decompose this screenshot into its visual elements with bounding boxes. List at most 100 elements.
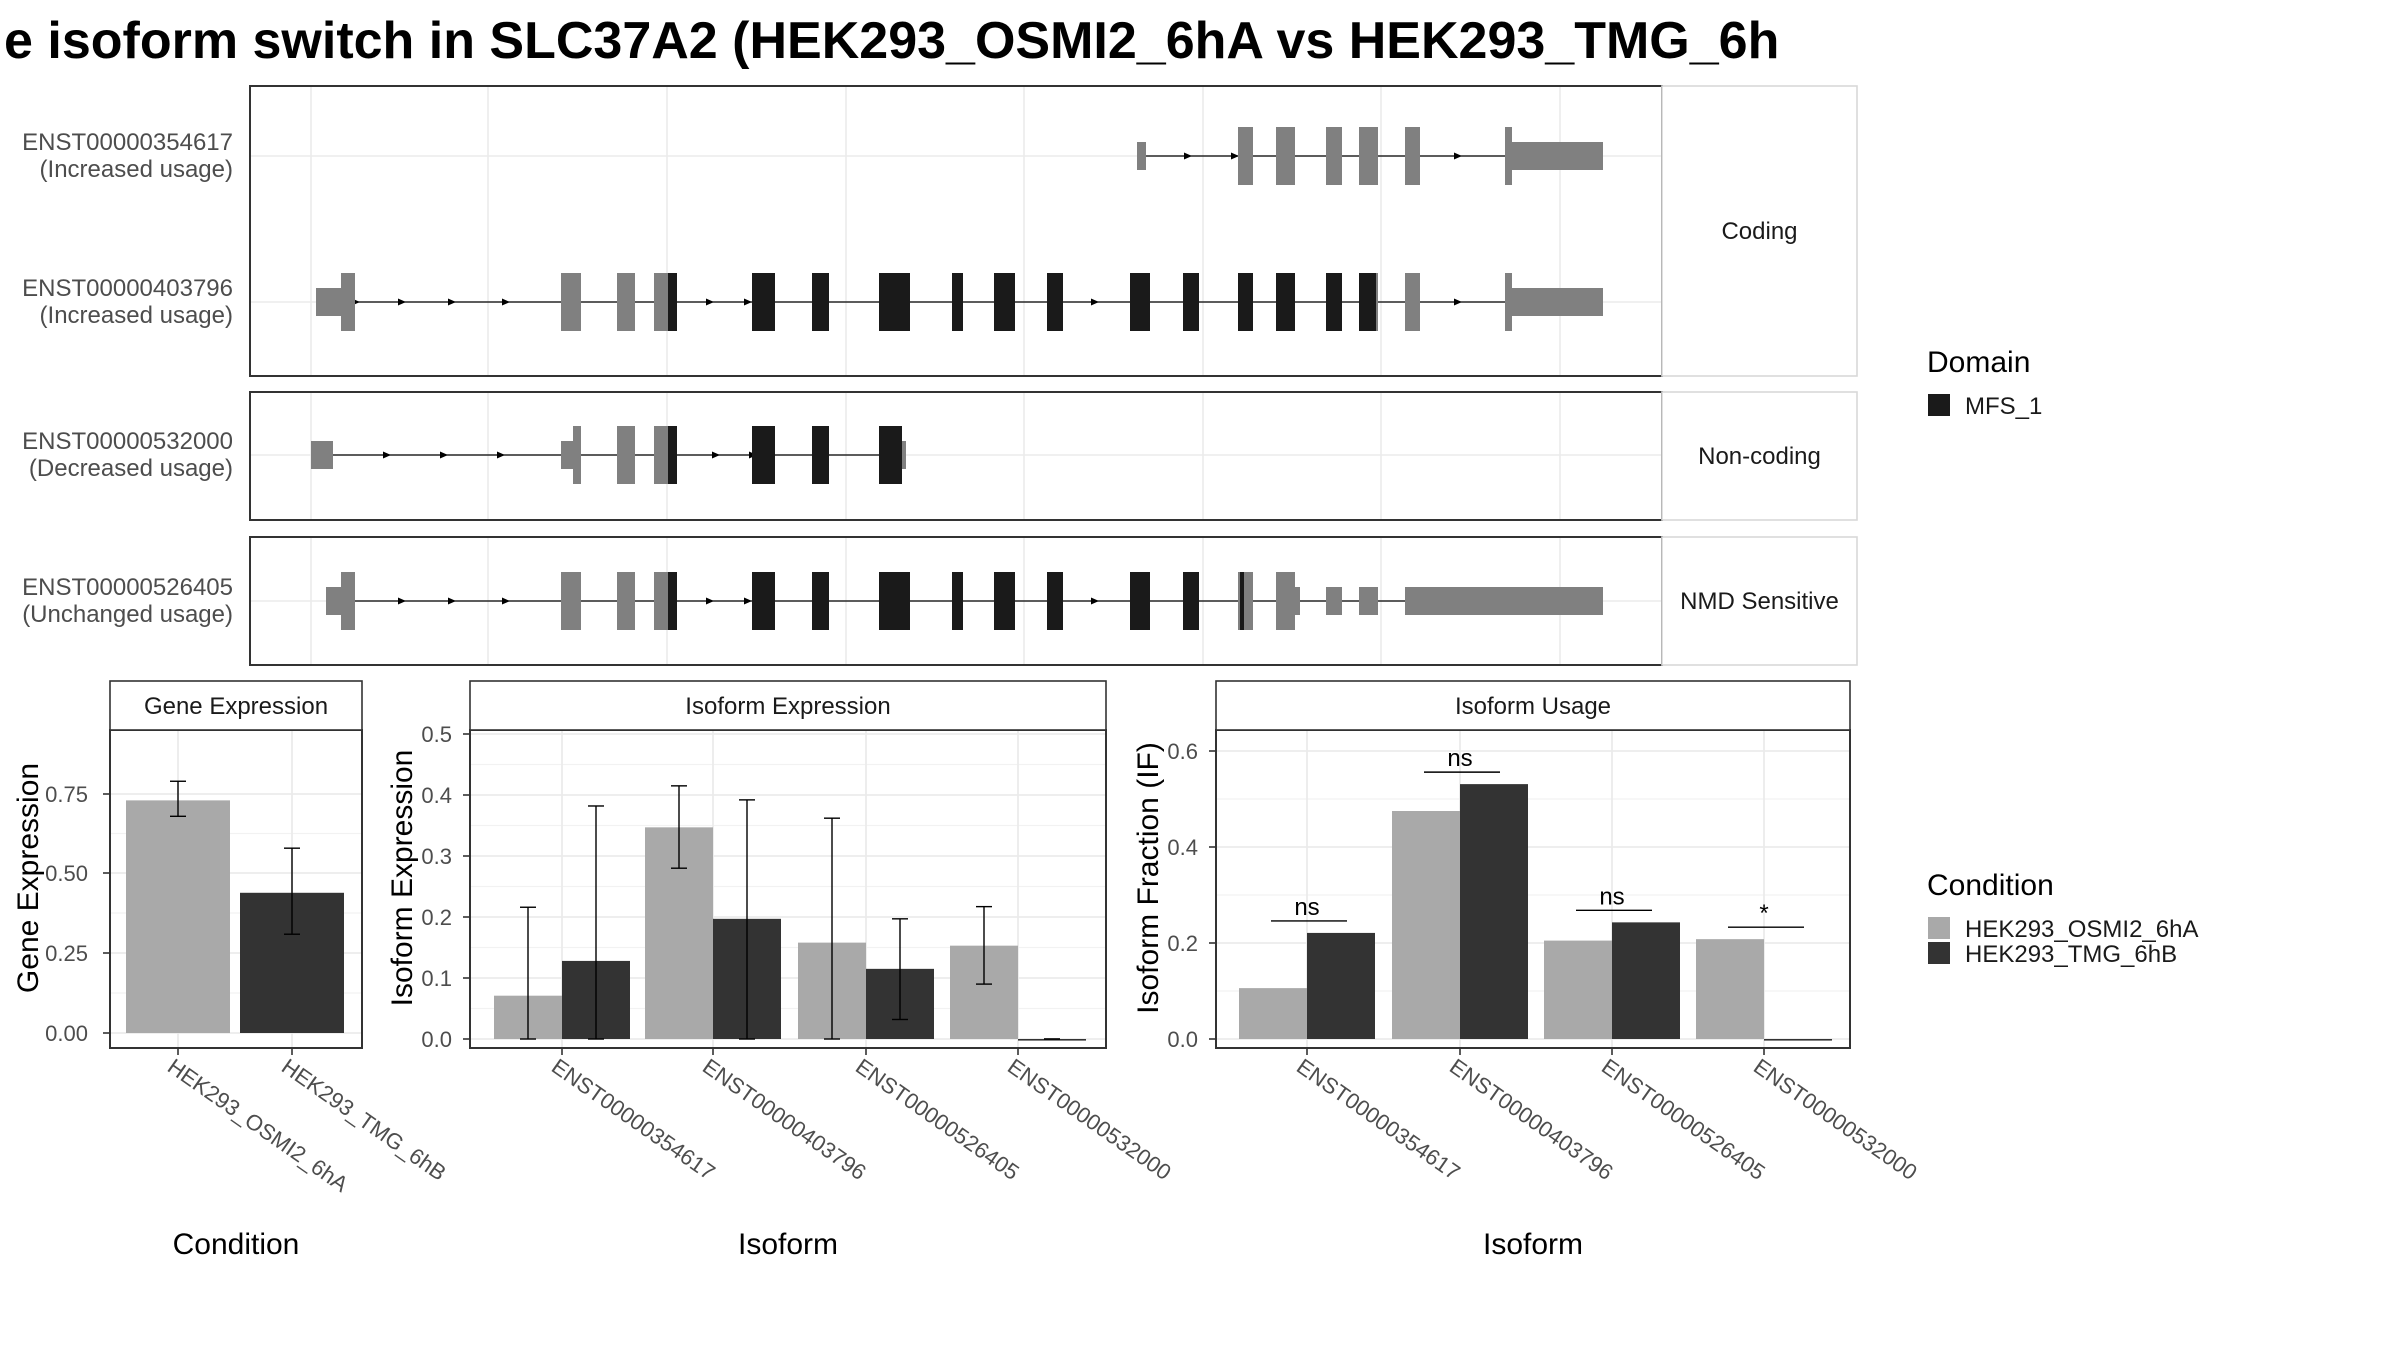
utr-exon xyxy=(1512,142,1603,170)
intron-arrow xyxy=(398,597,406,605)
intron-arrow xyxy=(744,597,752,605)
y-axis-title: Isoform Fraction (IF) xyxy=(1132,742,1165,1014)
strip-background xyxy=(1215,680,1851,731)
utr-exon xyxy=(316,288,341,316)
coding-exon xyxy=(341,273,355,331)
x-axis-title: Isoform xyxy=(738,1228,838,1261)
transcript-usage-label: (Decreased usage) xyxy=(29,455,233,482)
domain-mfs1 xyxy=(1130,273,1150,331)
coding-exon xyxy=(617,572,635,630)
utr-exon xyxy=(1326,587,1342,615)
intron-arrow xyxy=(502,597,510,605)
x-tick-label: ENST00000532000 xyxy=(1749,1054,1922,1185)
transcript-usage-label: (Unchanged usage) xyxy=(22,601,233,628)
bar xyxy=(1018,1039,1086,1041)
x-tick-label: ENST00000532000 xyxy=(1003,1054,1176,1185)
intron-arrow xyxy=(497,451,505,459)
chart-title: Isoform Expression xyxy=(685,693,890,720)
y-tick-label: 0.6 xyxy=(1167,739,1198,764)
transcript-id-label: ENST00000403796 xyxy=(22,275,233,302)
domain-mfs1 xyxy=(1183,572,1199,630)
bar xyxy=(1696,939,1764,1039)
coding-exon xyxy=(1326,127,1342,185)
panel-strip-label: NMD Sensitive xyxy=(1680,588,1839,615)
domain-mfs1 xyxy=(668,273,677,331)
utr-exon xyxy=(1359,587,1378,615)
figure-title: e isoform switch in SLC37A2 (HEK293_OSMI… xyxy=(4,12,1779,70)
utr-exon xyxy=(1512,288,1603,316)
significance-label: ns xyxy=(1599,883,1624,910)
coding-exon xyxy=(1359,127,1378,185)
domain-mfs1 xyxy=(812,273,829,331)
coding-exon xyxy=(1505,273,1512,331)
coding-exon xyxy=(1276,127,1295,185)
domain-legend-key xyxy=(1928,394,1950,416)
domain-legend-title: Domain xyxy=(1927,346,2030,379)
coding-exon xyxy=(573,426,581,484)
utr-exon xyxy=(311,441,333,469)
coding-exon xyxy=(561,572,581,630)
y-axis-title: Gene Expression xyxy=(12,763,45,993)
condition-legend-title: Condition xyxy=(1927,869,2054,902)
intron-arrow xyxy=(744,298,752,306)
bar xyxy=(126,800,230,1033)
domain-mfs1 xyxy=(1238,273,1253,331)
condition-legend-key xyxy=(1928,942,1950,964)
bar xyxy=(1392,811,1460,1039)
domain-mfs1 xyxy=(1359,273,1376,331)
bar-chart: Gene Expression 0.00 0.25 0.50 0.75 HEK293_OS… xyxy=(12,680,451,1261)
utr-exon xyxy=(1137,142,1146,170)
coding-exon xyxy=(1238,127,1253,185)
transcript-structure-plot: ENST00000354617(Increased usage)ENST0000… xyxy=(22,85,1858,666)
y-tick-label: 0.2 xyxy=(421,905,452,930)
domain-mfs1 xyxy=(812,572,829,630)
coding-exon xyxy=(1276,572,1295,630)
coding-exon xyxy=(1405,127,1420,185)
transcript-id-label: ENST00000526405 xyxy=(22,574,233,601)
y-tick-label: 0.1 xyxy=(421,966,452,991)
x-tick-label: ENST00000354617 xyxy=(1292,1054,1465,1185)
domain-mfs1 xyxy=(812,426,829,484)
y-tick-label: 0.5 xyxy=(421,722,452,747)
bar-chart: ns ns ns * Isoform Usage 0.0 0.2 0.4 0.6 ENST0000… xyxy=(1132,680,1922,1261)
panel-background xyxy=(250,392,1662,520)
domain-mfs1 xyxy=(1276,273,1295,331)
intron-arrow xyxy=(440,451,448,459)
strip-background xyxy=(469,680,1107,731)
domain-mfs1 xyxy=(668,572,677,630)
transcript-row: ENST00000526405(Unchanged usage) xyxy=(22,572,1603,630)
bar-chart: Isoform Expression0.00.10.20.30.40.5ENST… xyxy=(386,680,1176,1261)
coding-exon xyxy=(617,273,635,331)
transcript-row: ENST00000403796(Increased usage) xyxy=(22,273,1603,331)
chart-title: Isoform Usage xyxy=(1455,693,1611,720)
domain-mfs1 xyxy=(879,426,902,484)
intron-arrow xyxy=(398,298,406,306)
domain-mfs1 xyxy=(1047,273,1063,331)
intron-arrow xyxy=(706,298,714,306)
intron-arrow xyxy=(448,298,456,306)
transcript-id-label: ENST00000354617 xyxy=(22,129,233,156)
condition-legend-label: HEK293_TMG_6hB xyxy=(1965,941,2177,968)
intron-arrow xyxy=(1454,152,1462,160)
bar xyxy=(1764,1039,1832,1041)
domain-mfs1 xyxy=(752,426,775,484)
domain-legend-label: MFS_1 xyxy=(1965,393,2042,420)
domain-mfs1 xyxy=(668,426,677,484)
bar xyxy=(1612,922,1680,1039)
bar xyxy=(1544,940,1612,1039)
y-tick-label: 0.4 xyxy=(1167,835,1198,860)
significance-label: ns xyxy=(1294,894,1319,921)
coding-exon xyxy=(1405,273,1420,331)
domain-mfs1 xyxy=(879,572,910,630)
bar xyxy=(1239,988,1307,1039)
coding-exon xyxy=(561,273,581,331)
legends: Domain MFS_1 Condition HEK293_OSMI2_6hAHEK2… xyxy=(1927,346,2198,968)
x-tick-label: ENST00000403796 xyxy=(698,1054,871,1185)
x-axis-title: Condition xyxy=(173,1228,300,1261)
y-axis-title: Isoform Expression xyxy=(386,750,419,1007)
bar xyxy=(1307,932,1375,1039)
domain-legend: Domain MFS_1 xyxy=(1927,346,2042,420)
transcript-usage-label: (Increased usage) xyxy=(40,302,233,329)
domain-mfs1 xyxy=(752,273,775,331)
intron-arrow xyxy=(1231,152,1239,160)
